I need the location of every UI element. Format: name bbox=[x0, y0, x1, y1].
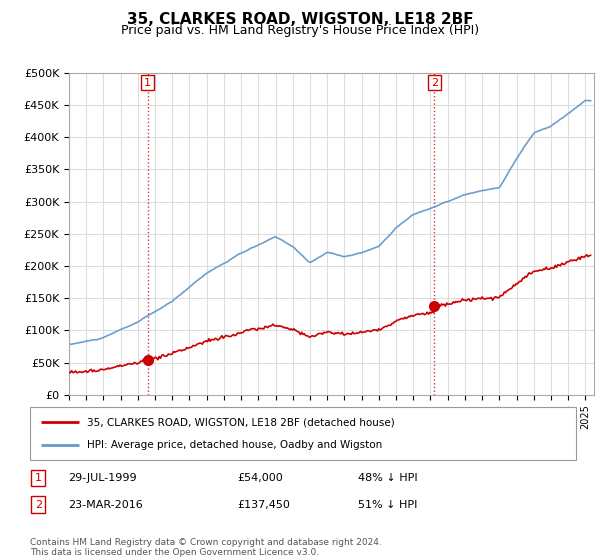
Text: 35, CLARKES ROAD, WIGSTON, LE18 2BF: 35, CLARKES ROAD, WIGSTON, LE18 2BF bbox=[127, 12, 473, 27]
Text: Price paid vs. HM Land Registry's House Price Index (HPI): Price paid vs. HM Land Registry's House … bbox=[121, 24, 479, 36]
Text: 35, CLARKES ROAD, WIGSTON, LE18 2BF (detached house): 35, CLARKES ROAD, WIGSTON, LE18 2BF (det… bbox=[88, 417, 395, 427]
Text: 2: 2 bbox=[431, 78, 438, 87]
Text: 51% ↓ HPI: 51% ↓ HPI bbox=[358, 500, 417, 510]
Text: 2: 2 bbox=[35, 500, 42, 510]
Text: Contains HM Land Registry data © Crown copyright and database right 2024.
This d: Contains HM Land Registry data © Crown c… bbox=[30, 538, 382, 557]
Text: £54,000: £54,000 bbox=[238, 473, 283, 483]
Text: HPI: Average price, detached house, Oadby and Wigston: HPI: Average price, detached house, Oadb… bbox=[88, 440, 383, 450]
Text: £137,450: £137,450 bbox=[238, 500, 290, 510]
Text: 1: 1 bbox=[35, 473, 41, 483]
Text: 1: 1 bbox=[144, 78, 151, 87]
Text: 48% ↓ HPI: 48% ↓ HPI bbox=[358, 473, 417, 483]
Text: 29-JUL-1999: 29-JUL-1999 bbox=[68, 473, 137, 483]
Text: 23-MAR-2016: 23-MAR-2016 bbox=[68, 500, 143, 510]
